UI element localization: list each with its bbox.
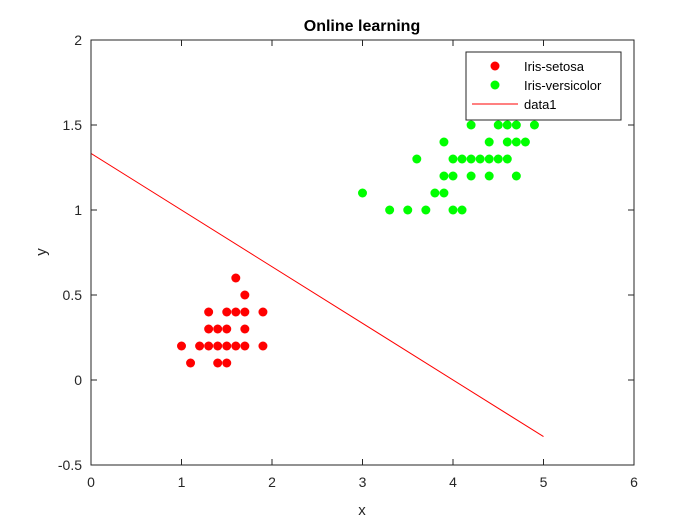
- legend-swatch-iris-setosa: [490, 61, 500, 71]
- x-tick-label: 0: [87, 474, 95, 490]
- x-tick-label: 4: [449, 474, 457, 490]
- chart-title: Online learning: [304, 18, 420, 35]
- data-point-iris-setosa: [213, 358, 223, 368]
- data-point-iris-versicolor: [529, 120, 539, 130]
- data-point-iris-versicolor: [466, 171, 476, 181]
- plot-area: [91, 120, 544, 438]
- data-point-iris-versicolor: [502, 120, 512, 130]
- data-point-iris-setosa: [204, 324, 214, 334]
- data-point-iris-setosa: [213, 341, 223, 351]
- y-tick-label: 2: [74, 32, 82, 48]
- data-point-iris-versicolor: [484, 171, 494, 181]
- x-tick-label: 2: [268, 474, 276, 490]
- data-point-iris-versicolor: [511, 120, 521, 130]
- data-point-iris-setosa: [213, 324, 223, 334]
- legend-label-iris-setosa: Iris-setosa: [524, 59, 585, 74]
- axes: 0 1 2 3 4 5 6 -0.5 0 0.5 1 1.5 2: [58, 32, 638, 490]
- data-point-iris-setosa: [222, 358, 232, 368]
- y-tick-label: 0: [74, 372, 82, 388]
- data-point-iris-versicolor: [484, 137, 494, 147]
- legend-label-iris-versicolor: Iris-versicolor: [524, 78, 602, 93]
- y-tick-label: 0.5: [63, 287, 83, 303]
- data-point-iris-versicolor: [403, 205, 413, 215]
- legend: Iris-setosa Iris-versicolor data1: [465, 51, 622, 121]
- data-point-iris-versicolor: [466, 120, 476, 130]
- data-point-iris-setosa: [240, 324, 250, 334]
- data-point-iris-setosa: [195, 341, 205, 351]
- data-point-iris-versicolor: [511, 171, 521, 181]
- y-tick-label: 1: [74, 202, 82, 218]
- data-point-iris-versicolor: [466, 154, 476, 164]
- data-point-iris-setosa: [231, 307, 241, 317]
- data-point-iris-setosa: [204, 307, 214, 317]
- data-point-iris-versicolor: [457, 154, 467, 164]
- data-point-iris-versicolor: [385, 205, 395, 215]
- data-point-iris-versicolor: [475, 154, 485, 164]
- data-point-iris-versicolor: [502, 137, 512, 147]
- data-point-iris-versicolor: [493, 120, 503, 130]
- data-point-iris-versicolor: [430, 188, 440, 198]
- x-axis-label: x: [358, 502, 366, 519]
- data-point-iris-setosa: [258, 307, 268, 317]
- data-point-iris-setosa: [240, 290, 250, 300]
- data-point-iris-setosa: [240, 341, 250, 351]
- data-point-iris-setosa: [222, 307, 232, 317]
- data-point-iris-setosa: [231, 341, 241, 351]
- data-point-iris-versicolor: [412, 154, 422, 164]
- data-point-iris-versicolor: [484, 154, 494, 164]
- data-point-iris-setosa: [240, 307, 250, 317]
- data-point-iris-versicolor: [448, 171, 458, 181]
- data-point-iris-versicolor: [358, 188, 367, 198]
- data-point-iris-versicolor: [493, 154, 503, 164]
- x-tick-label: 5: [540, 474, 548, 490]
- x-tick-label: 1: [178, 474, 186, 490]
- data-point-iris-versicolor: [439, 137, 449, 147]
- data-point-iris-setosa: [258, 341, 268, 351]
- legend-swatch-iris-versicolor: [490, 80, 500, 90]
- data-point-iris-setosa: [186, 358, 196, 368]
- data-point-iris-versicolor: [439, 171, 449, 181]
- data-point-iris-setosa: [222, 324, 232, 334]
- y-tick-label: -0.5: [58, 457, 82, 473]
- data-point-iris-versicolor: [439, 188, 449, 198]
- data-point-iris-versicolor: [520, 137, 530, 147]
- x-tick-label: 6: [630, 474, 638, 490]
- y-tick-label: 1.5: [63, 117, 83, 133]
- data-point-iris-versicolor: [457, 205, 467, 215]
- data-point-iris-setosa: [222, 341, 232, 351]
- data-point-iris-setosa: [177, 341, 186, 351]
- x-tick-label: 3: [359, 474, 367, 490]
- series-line-data1: [91, 152, 544, 438]
- data-point-iris-versicolor: [511, 137, 521, 147]
- y-axis-label: y: [33, 248, 50, 256]
- data-point-iris-versicolor: [421, 205, 431, 215]
- data-point-iris-versicolor: [502, 154, 512, 164]
- legend-label-data1: data1: [524, 97, 557, 112]
- data-point-iris-setosa: [231, 273, 241, 283]
- data-point-iris-versicolor: [448, 205, 458, 215]
- data-point-iris-setosa: [204, 341, 214, 351]
- data-point-iris-versicolor: [448, 154, 458, 164]
